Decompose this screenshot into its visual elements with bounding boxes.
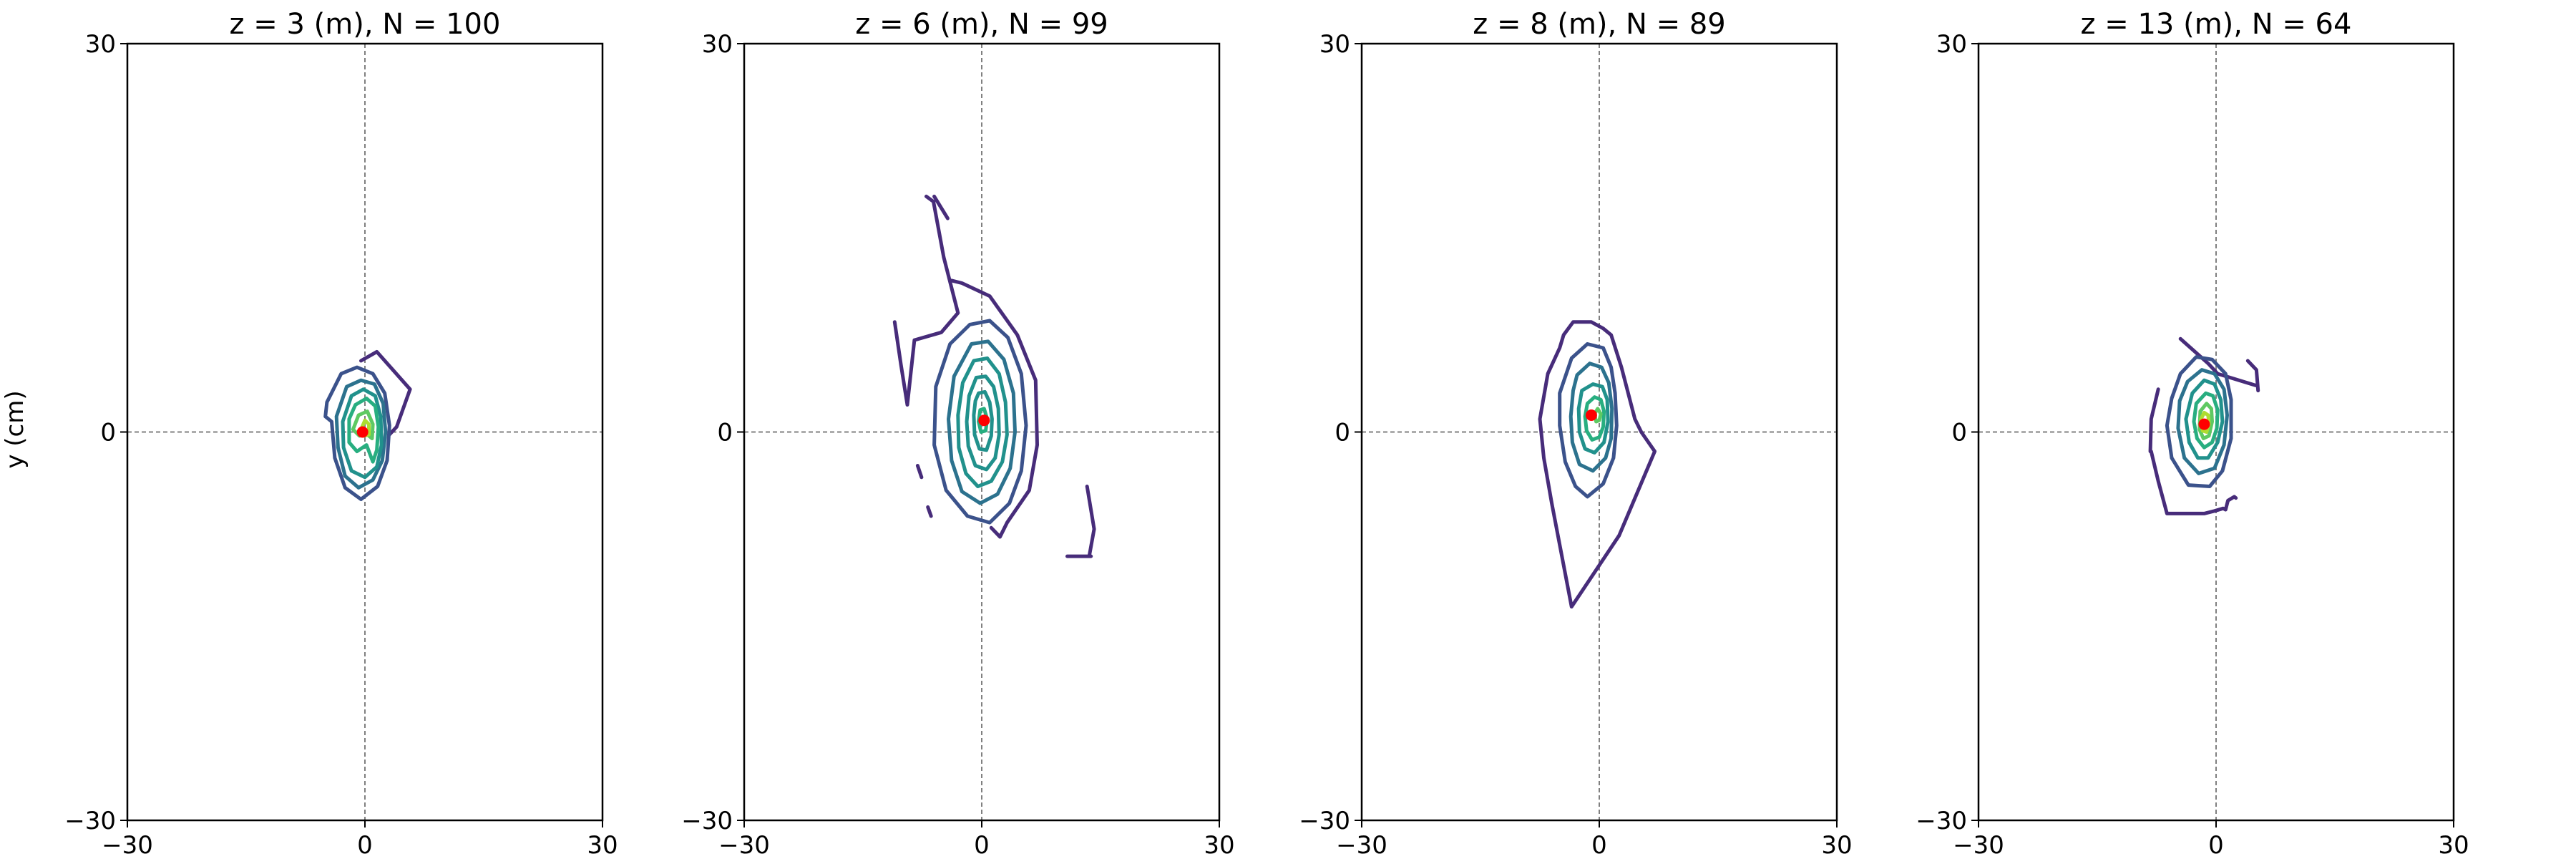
contour-line bbox=[892, 194, 960, 407]
contour-line bbox=[2197, 402, 2214, 440]
contour-line bbox=[926, 505, 933, 518]
contour-line bbox=[915, 464, 924, 480]
x-tick-label: −30 bbox=[1336, 831, 1387, 859]
panel-2: z = 6 (m), N = 99 −30 0 30 30 0 −30 bbox=[681, 8, 1234, 859]
panel-1: z = 3 (m), N = 100 −30 0 30 30 0 −30 bbox=[64, 8, 618, 859]
y-axis-label: y (cm) bbox=[1, 390, 29, 468]
x-tick-label: −30 bbox=[102, 831, 153, 859]
x-tick-label: 30 bbox=[2438, 831, 2469, 859]
y-tick-label: −30 bbox=[681, 807, 733, 835]
panel-3: z = 8 (m), N = 89 −30 0 30 30 0 −30 bbox=[1299, 8, 1852, 859]
y-tick-label: −30 bbox=[1299, 807, 1350, 835]
center-point bbox=[2198, 418, 2210, 430]
y-tick-label: 30 bbox=[702, 30, 733, 59]
x-tick-label: 0 bbox=[974, 831, 990, 859]
contour-line bbox=[1576, 382, 1610, 455]
panel-title: z = 6 (m), N = 99 bbox=[855, 8, 1108, 41]
x-tick-label: −30 bbox=[718, 831, 770, 859]
contour-line bbox=[2178, 336, 2258, 387]
center-point bbox=[356, 426, 369, 438]
contour-line bbox=[1583, 395, 1606, 442]
contour-line bbox=[2165, 355, 2233, 488]
contour-line bbox=[2184, 378, 2225, 460]
contour-line bbox=[323, 365, 391, 501]
x-tick-label: 0 bbox=[357, 831, 373, 859]
contour-line bbox=[1085, 485, 1096, 557]
panel-title: z = 13 (m), N = 64 bbox=[2081, 8, 2352, 41]
x-tick-label: 30 bbox=[587, 831, 618, 859]
contour-line bbox=[347, 397, 381, 464]
x-tick-label: 30 bbox=[1821, 831, 1852, 859]
contour-line bbox=[2245, 359, 2260, 393]
y-tick-label: 30 bbox=[1936, 30, 1967, 59]
y-tick-label: 0 bbox=[717, 419, 733, 447]
y-tick-label: −30 bbox=[64, 807, 116, 835]
contour-line bbox=[2192, 391, 2220, 450]
contour-line bbox=[932, 194, 950, 220]
contour-line bbox=[2148, 387, 2160, 454]
contour-line bbox=[947, 339, 1017, 505]
center-point bbox=[1585, 409, 1597, 421]
center-point bbox=[978, 414, 990, 427]
contour-line bbox=[1568, 361, 1614, 473]
y-tick-label: 30 bbox=[85, 30, 116, 59]
y-tick-label: 0 bbox=[1951, 419, 1967, 447]
y-tick-label: 30 bbox=[1319, 30, 1350, 59]
contour-line bbox=[341, 387, 384, 480]
contour-line bbox=[950, 278, 1039, 539]
contour-line bbox=[956, 356, 1009, 488]
contour-line bbox=[334, 378, 388, 490]
contour-line bbox=[1558, 342, 1619, 499]
contour-line bbox=[2149, 450, 2238, 515]
contour-line bbox=[965, 374, 1001, 472]
x-tick-label: 0 bbox=[1591, 831, 1607, 859]
y-tick-label: −30 bbox=[1916, 807, 1967, 835]
contour-line bbox=[932, 319, 1028, 525]
panel-title: z = 3 (m), N = 100 bbox=[230, 8, 501, 41]
y-tick-label: 0 bbox=[100, 419, 116, 447]
panel-4: z = 13 (m), N = 64 −30 0 30 30 0 −30 bbox=[1916, 8, 2469, 859]
y-tick-label: 0 bbox=[1335, 419, 1350, 447]
x-tick-label: −30 bbox=[1953, 831, 2004, 859]
contour-line bbox=[359, 349, 412, 437]
contour-line bbox=[972, 389, 994, 452]
contour-line bbox=[1538, 320, 1657, 609]
contour-line bbox=[1592, 407, 1603, 424]
panel-title: z = 8 (m), N = 89 bbox=[1473, 8, 1725, 41]
x-tick-label: 0 bbox=[2208, 831, 2224, 859]
x-tick-label: 30 bbox=[1204, 831, 1234, 859]
contour-line bbox=[2176, 368, 2229, 475]
